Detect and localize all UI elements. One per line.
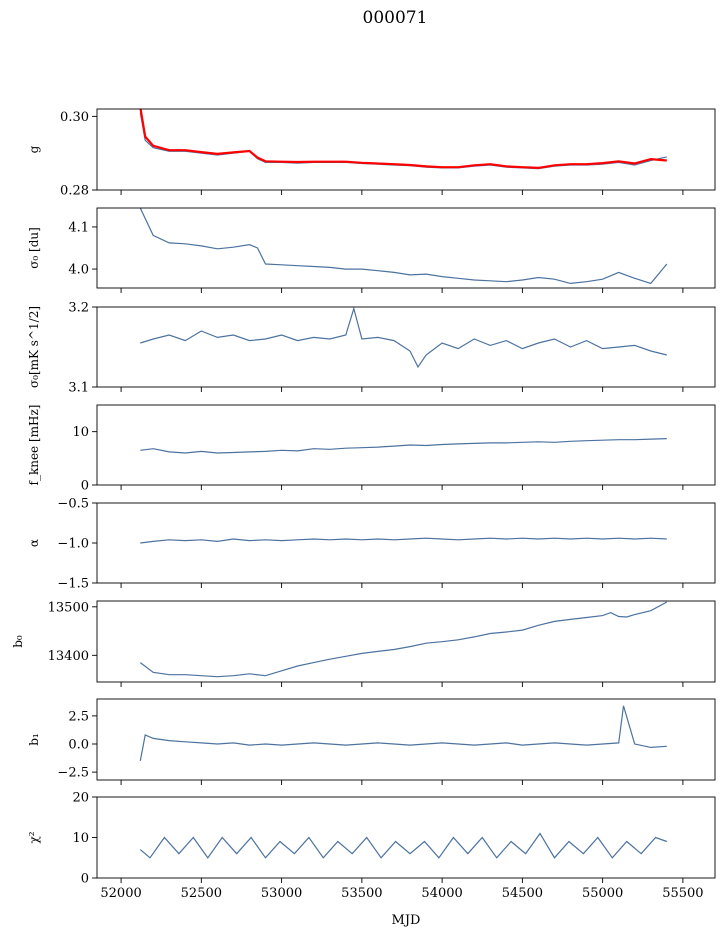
x-tick-label-2: 53000	[261, 886, 302, 901]
y-axis-label-fknee: f_knee [mHz]	[27, 405, 41, 486]
y-tick-label-g-0: 0.28	[60, 184, 89, 199]
series-line-b1-0	[139, 705, 667, 762]
subplot-b0: 13400 13500 b₀	[11, 600, 716, 687]
x-tick-label-3: 53500	[341, 886, 382, 901]
y-tick-label-sigma0_mks-0: 3.1	[68, 381, 89, 396]
y-axis-label-b1: b₁	[27, 733, 41, 746]
series-line-g-0	[139, 112, 667, 170]
x-tick-label-7: 55500	[662, 886, 703, 901]
series-line-alpha-0	[140, 537, 667, 544]
axes-frame-sigma0_mks	[96, 306, 716, 388]
x-tick-label-4: 54000	[421, 886, 462, 901]
series-line-chi2-0	[139, 832, 668, 859]
y-tick-label-g-1: 0.30	[60, 110, 89, 125]
y-axis-label-g: g	[27, 145, 41, 153]
series-line-sigma0_mks-0	[140, 307, 667, 369]
x-tick-label-1: 52500	[181, 886, 222, 901]
y-tick-label-alpha-2: −0.5	[57, 497, 89, 512]
subplot-alpha: −1.5 −1.0 −0.5 α	[27, 497, 716, 592]
y-tick-label-fknee-0: 0	[81, 479, 89, 494]
y-tick-label-b0-1: 13500	[48, 600, 89, 615]
y-axis-label-chi2: χ²	[27, 831, 41, 843]
axes-frame-g	[96, 108, 716, 191]
subplot-sigma0_mks: 3.1 3.2 σ₀[mK s^1/2]	[27, 301, 716, 396]
y-tick-label-b1-1: 0.0	[68, 738, 89, 753]
subplot-fknee: 0 10 f_knee [mHz]	[27, 404, 716, 494]
figure-title: 000071	[363, 8, 428, 28]
y-axis-label-sigma0_mks: σ₀[mK s^1/2]	[27, 306, 41, 388]
y-tick-label-alpha-1: −1.0	[57, 537, 89, 552]
subplot-chi2: 52000 52500 53000 53500 54000 54500 55000 55500…	[27, 791, 716, 901]
y-axis-label-sigma0_du: σ₀ [du]	[27, 227, 41, 269]
subplot-b1: −2.5 0.0 2.5 b₁	[27, 698, 716, 785]
x-axis-label: MJD	[392, 913, 421, 928]
series-line-g-1	[139, 109, 667, 170]
y-tick-label-sigma0_du-1: 4.1	[68, 220, 89, 235]
subplot-sigma0_du: 4.0 4.1 σ₀ [du]	[27, 207, 716, 293]
y-axis-label-b0: b₀	[11, 635, 25, 648]
y-tick-label-sigma0_du-0: 4.0	[68, 263, 89, 278]
subplot-stack: 0.28 0.30 g 4.0 4.1 σ₀ [du] 3.1 3.2 σ₀[mK s^1/2]…	[11, 108, 716, 901]
axes-frame-chi2	[96, 796, 716, 879]
y-tick-label-fknee-1: 10	[72, 425, 89, 440]
y-tick-label-chi2-1: 10	[72, 831, 89, 846]
series-line-b0-0	[139, 601, 668, 678]
series-line-fknee-0	[140, 438, 667, 454]
y-tick-label-chi2-2: 20	[72, 791, 89, 806]
axes-frame-b1	[96, 698, 716, 781]
series-line-sigma0_du-0	[139, 208, 668, 285]
y-axis-label-alpha: α	[27, 539, 41, 547]
subplot-g: 0.28 0.30 g	[27, 108, 716, 199]
y-tick-label-sigma0_mks-1: 3.2	[68, 301, 89, 316]
y-tick-label-chi2-0: 0	[81, 872, 89, 887]
y-tick-label-b1-2: 2.5	[68, 709, 89, 724]
axes-frame-alpha	[96, 502, 716, 584]
axes-frame-fknee	[96, 404, 716, 486]
x-tick-label-0: 52000	[100, 886, 141, 901]
y-tick-label-alpha-0: −1.5	[57, 577, 89, 592]
axes-frame-b0	[96, 600, 716, 683]
y-tick-label-b1-0: −2.5	[57, 766, 89, 781]
x-tick-label-5: 54500	[502, 886, 543, 901]
y-tick-label-b0-0: 13400	[48, 649, 89, 664]
x-tick-label-6: 55000	[582, 886, 623, 901]
axes-frame-sigma0_du	[96, 207, 716, 289]
